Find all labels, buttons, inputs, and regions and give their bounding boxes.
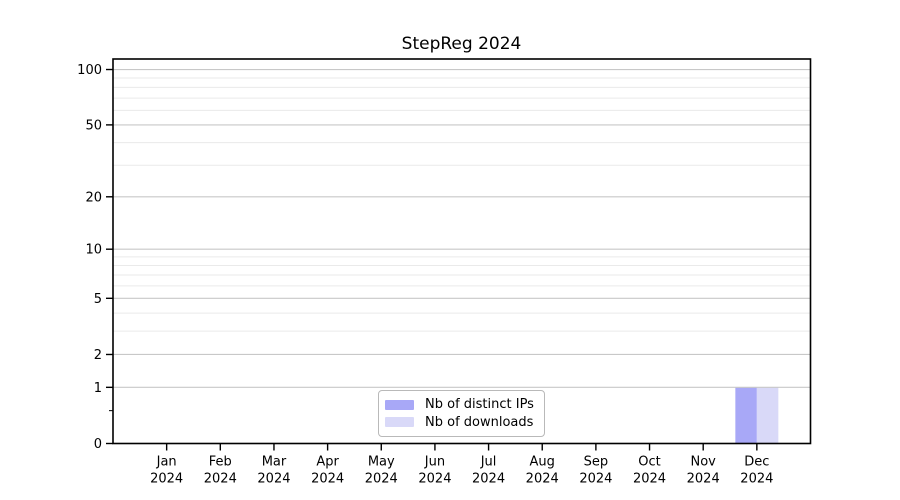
legend-swatch-downloads bbox=[385, 417, 414, 428]
chart-title: StepReg 2024 bbox=[401, 34, 522, 54]
x-tick-label-month: Aug bbox=[530, 455, 555, 470]
bar-distinct-ips bbox=[735, 387, 757, 444]
legend: Nb of distinct IPs Nb of downloads bbox=[378, 390, 545, 437]
x-tick-label-month: Sep bbox=[584, 455, 609, 470]
x-tick-label-year: 2024 bbox=[150, 472, 183, 487]
x-tick-label-year: 2024 bbox=[579, 472, 612, 487]
x-tick-label-year: 2024 bbox=[633, 472, 666, 487]
x-tick-label-month: Jul bbox=[480, 455, 497, 470]
x-tick-label-month: Nov bbox=[691, 455, 717, 470]
x-tick-label-year: 2024 bbox=[418, 472, 451, 487]
x-tick-label-month: Jun bbox=[424, 455, 445, 470]
legend-swatch-distinct-ips bbox=[385, 399, 414, 410]
y-tick-label: 20 bbox=[85, 190, 102, 205]
x-tick-label-year: 2024 bbox=[257, 472, 290, 487]
y-tick-label: 100 bbox=[77, 63, 102, 78]
x-tick-label-year: 2024 bbox=[311, 472, 344, 487]
x-tick-label-month: Dec bbox=[744, 455, 769, 470]
y-tick-label: 50 bbox=[85, 118, 102, 133]
x-tick-label-month: May bbox=[368, 455, 395, 470]
x-tick-label-month: Oct bbox=[638, 455, 660, 470]
y-tick-label: 10 bbox=[85, 243, 102, 258]
legend-label-downloads: Nb of downloads bbox=[425, 414, 534, 430]
legend-entry-downloads: Nb of downloads bbox=[385, 416, 536, 429]
x-tick-label-year: 2024 bbox=[472, 472, 505, 487]
x-tick-label-month: Jan bbox=[156, 455, 177, 470]
y-tick-label: 5 bbox=[94, 292, 102, 307]
y-tick-label: 2 bbox=[94, 348, 102, 363]
legend-label-distinct-ips: Nb of distinct IPs bbox=[425, 397, 534, 413]
bar-downloads bbox=[756, 387, 779, 444]
x-tick-label-year: 2024 bbox=[740, 472, 773, 487]
x-tick-label-month: Apr bbox=[316, 455, 339, 470]
x-tick-label-year: 2024 bbox=[365, 472, 398, 487]
legend-entry-distinct-ips: Nb of distinct IPs bbox=[385, 398, 536, 411]
x-tick-label-month: Feb bbox=[209, 455, 232, 470]
x-tick-label-month: Mar bbox=[262, 455, 287, 470]
x-tick-label-year: 2024 bbox=[204, 472, 237, 487]
x-tick-label-year: 2024 bbox=[687, 472, 720, 487]
y-tick-label: 1 bbox=[94, 381, 102, 396]
y-tick-label: 0 bbox=[94, 437, 102, 452]
plot-frame bbox=[112, 58, 812, 445]
x-tick-label-year: 2024 bbox=[526, 472, 559, 487]
